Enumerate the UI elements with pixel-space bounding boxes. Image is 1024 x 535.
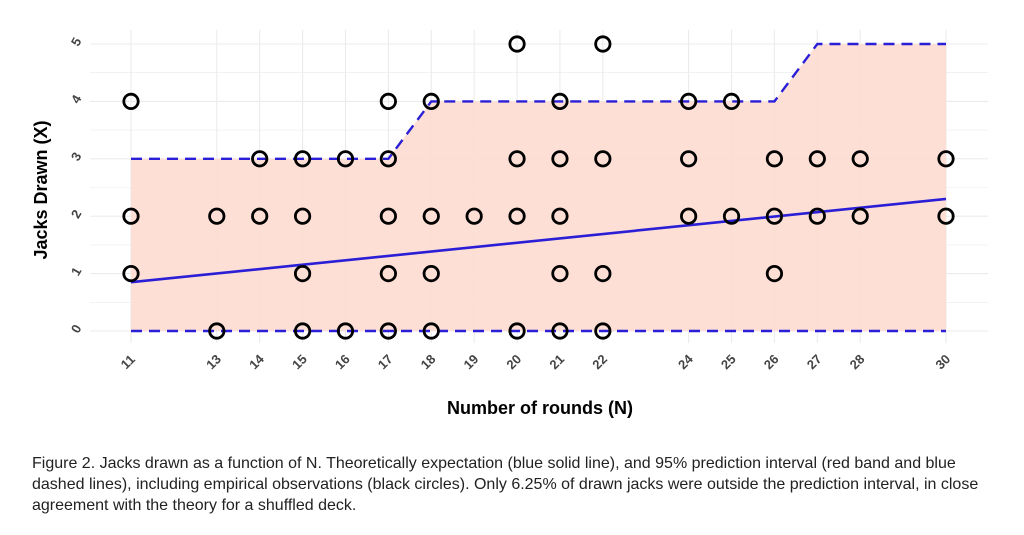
data-point bbox=[765, 150, 784, 168]
x-tick-label: 15 bbox=[289, 351, 310, 372]
data-point bbox=[680, 207, 698, 225]
data-point bbox=[508, 35, 526, 53]
data-point bbox=[379, 150, 397, 168]
data-point bbox=[851, 150, 869, 168]
data-point bbox=[122, 207, 140, 225]
data-point bbox=[551, 150, 569, 168]
x-tick-label: 20 bbox=[503, 351, 524, 372]
y-axis-title: Jacks Drawn (X) bbox=[31, 120, 51, 259]
x-tick-label: 21 bbox=[546, 351, 567, 372]
x-tick-label: 17 bbox=[375, 351, 396, 372]
data-point bbox=[208, 207, 226, 225]
data-point bbox=[680, 92, 698, 111]
data-point bbox=[508, 207, 526, 225]
y-tick-label: 0 bbox=[68, 322, 85, 336]
data-point bbox=[508, 322, 526, 340]
data-point bbox=[722, 207, 741, 225]
x-tick-label: 24 bbox=[675, 351, 696, 372]
y-tick-label: 4 bbox=[68, 92, 85, 106]
y-tick-label: 1 bbox=[68, 264, 85, 278]
data-point bbox=[851, 207, 869, 225]
x-tick-label: 22 bbox=[589, 351, 610, 372]
data-point bbox=[379, 264, 397, 283]
x-axis-title: Number of rounds (N) bbox=[447, 398, 633, 418]
x-tick-label: 18 bbox=[418, 351, 439, 372]
x-tick-label: 16 bbox=[332, 351, 353, 372]
data-point bbox=[293, 322, 312, 340]
data-point bbox=[122, 92, 140, 111]
y-tick-label: 5 bbox=[68, 35, 85, 49]
data-point bbox=[379, 322, 397, 340]
data-point bbox=[422, 92, 440, 111]
data-point bbox=[765, 264, 784, 283]
data-point bbox=[937, 207, 955, 225]
observation-points bbox=[122, 35, 955, 340]
prediction-upper-dashed-line bbox=[131, 42, 946, 160]
x-tick-label: 28 bbox=[847, 351, 868, 372]
data-point bbox=[937, 150, 955, 168]
data-point bbox=[293, 150, 312, 168]
data-point bbox=[422, 264, 440, 283]
data-point bbox=[551, 322, 569, 340]
data-point bbox=[722, 92, 741, 111]
x-tick-label: 25 bbox=[718, 351, 739, 372]
data-point bbox=[551, 264, 569, 283]
data-point bbox=[422, 207, 440, 225]
y-tick-label: 2 bbox=[68, 207, 85, 221]
x-tick-label: 13 bbox=[203, 351, 224, 372]
x-tick-label: 27 bbox=[804, 351, 825, 372]
x-tick-label: 30 bbox=[932, 351, 953, 372]
data-point bbox=[680, 150, 698, 168]
data-point bbox=[594, 264, 612, 283]
data-point bbox=[808, 150, 826, 168]
data-point bbox=[551, 92, 569, 111]
data-point bbox=[251, 150, 269, 168]
data-point bbox=[594, 150, 612, 168]
y-tick-labels: 0 1 2 3 4 5 bbox=[68, 35, 85, 336]
x-tick-label: 11 bbox=[118, 352, 138, 372]
data-point bbox=[293, 264, 312, 283]
data-point bbox=[765, 207, 784, 225]
figure-caption: Figure 2. Jacks drawn as a function of N… bbox=[32, 455, 979, 514]
y-tick-label: 3 bbox=[68, 150, 85, 164]
data-point bbox=[551, 207, 569, 225]
jacks-drawn-chart: 11 13 14 15 16 17 18 19 20 21 22 24 25 26 27 28 30 0 1 2 3 4… bbox=[31, 30, 988, 418]
x-tick-label: 19 bbox=[461, 351, 482, 372]
data-point bbox=[251, 207, 269, 225]
data-point bbox=[336, 150, 355, 168]
data-point bbox=[808, 207, 826, 225]
data-point bbox=[293, 207, 312, 225]
data-point bbox=[122, 264, 140, 283]
data-point bbox=[594, 35, 612, 53]
prediction-band bbox=[131, 44, 946, 331]
data-point bbox=[594, 322, 612, 340]
data-point bbox=[508, 150, 526, 168]
data-point bbox=[465, 207, 483, 225]
data-point bbox=[336, 322, 355, 340]
data-point bbox=[379, 207, 397, 225]
x-tick-label: 14 bbox=[246, 351, 267, 372]
data-point bbox=[208, 322, 226, 340]
x-tick-label: 26 bbox=[761, 351, 782, 372]
x-tick-labels: 11 13 14 15 16 17 18 19 20 21 22 24 25 26 27 28 30 bbox=[118, 351, 954, 372]
data-point bbox=[379, 92, 397, 111]
data-point bbox=[422, 322, 440, 340]
